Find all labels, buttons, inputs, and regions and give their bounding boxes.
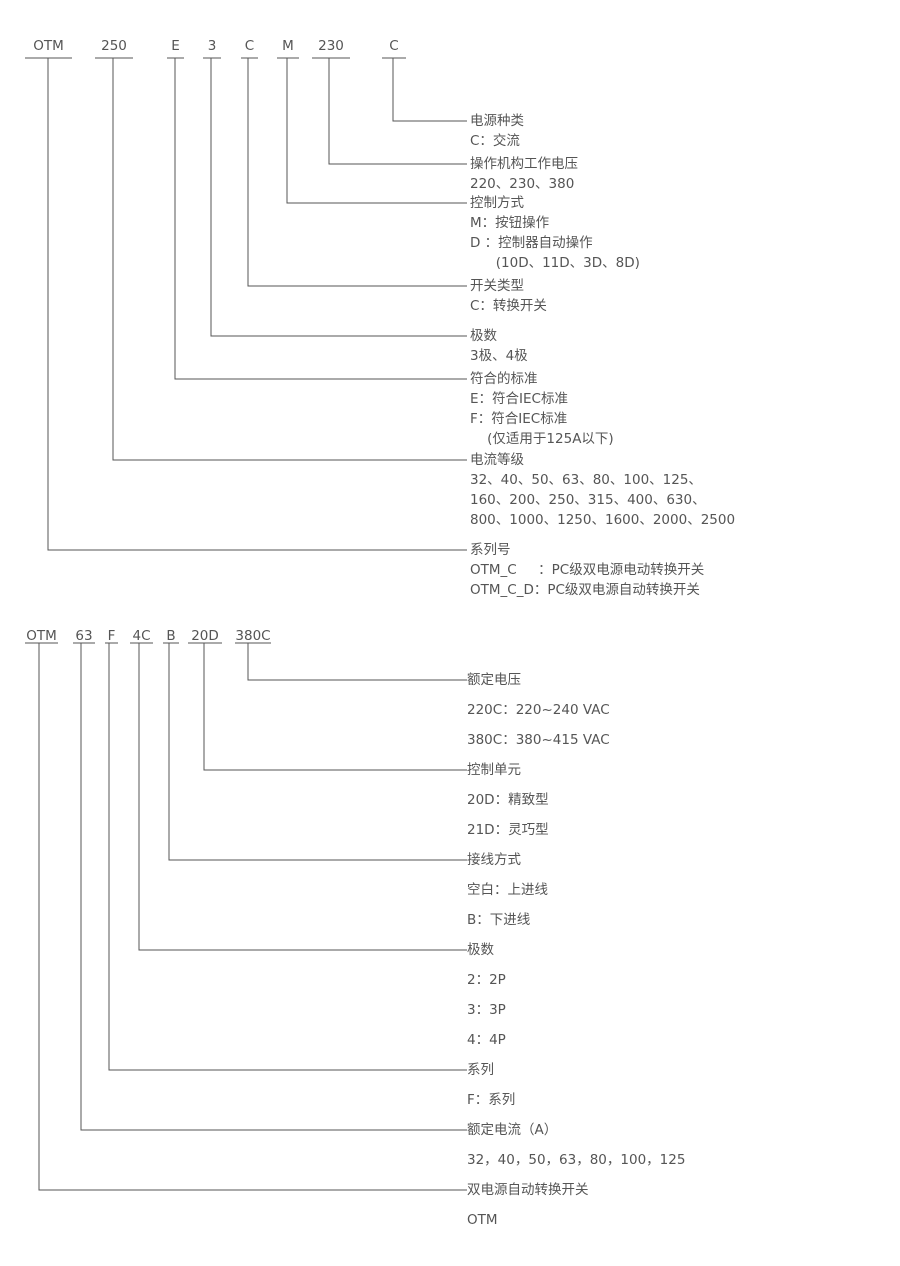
diagram2-field-title: 极数 bbox=[467, 942, 494, 958]
diagram2-leader-line bbox=[38, 643, 467, 1191]
diagram1-leader-line bbox=[286, 58, 467, 204]
diagram2-field-title: 额定电流（A） bbox=[467, 1122, 558, 1138]
diagram1-field-option: M：按钮操作 bbox=[470, 215, 550, 231]
diagram2-field-option: 4：4P bbox=[467, 1032, 506, 1048]
diagram2-code-4: B bbox=[166, 628, 176, 644]
diagram1-field-option: OTM_C ：PC级双电源电动转换开关 bbox=[470, 562, 705, 578]
diagram1-code-7: C bbox=[389, 38, 399, 54]
diagram2-field-option: 21D：灵巧型 bbox=[467, 822, 549, 838]
diagram2-field-option: 380C：380~415 VAC bbox=[467, 732, 610, 748]
diagram2-leader-line bbox=[138, 643, 467, 951]
diagram2-field-title: 系列 bbox=[467, 1062, 494, 1078]
diagram2-leader-line bbox=[80, 643, 467, 1131]
diagram2-code-2: F bbox=[107, 628, 116, 644]
diagram2-field-title: 额定电压 bbox=[467, 672, 521, 688]
diagram1-code-0: OTM bbox=[33, 38, 64, 54]
diagram1-leader-line bbox=[392, 58, 467, 122]
diagram2-code-6: 380C bbox=[235, 628, 271, 644]
diagram1-field-title: 控制方式 bbox=[470, 195, 524, 211]
diagram1-code-1: 250 bbox=[101, 38, 127, 54]
diagram1-leader-line bbox=[112, 58, 467, 461]
diagram2-code-0: OTM bbox=[26, 628, 57, 644]
diagram2-leader-line bbox=[247, 643, 467, 681]
diagram2-field-option: 3：3P bbox=[467, 1002, 506, 1018]
diagram1-field-title: 符合的标准 bbox=[470, 371, 538, 387]
diagram1-field-title: 极数 bbox=[470, 328, 497, 344]
diagram1-field-option: 800、1000、1250、1600、2000、2500 bbox=[470, 512, 736, 528]
diagram2-leader-line bbox=[108, 643, 467, 1071]
diagram1-code-2: E bbox=[171, 38, 180, 54]
diagram2-field-option: 220C：220~240 VAC bbox=[467, 702, 610, 718]
diagram1-field-option: 32、40、50、63、80、100、125、 bbox=[470, 472, 702, 488]
diagram1-field-title: 开关类型 bbox=[470, 278, 524, 294]
diagram2-code-3: 4C bbox=[132, 628, 151, 644]
diagram2-field-option: 32，40，50，63，80，100，125 bbox=[467, 1152, 686, 1168]
diagram2-field-option: 20D：精致型 bbox=[467, 792, 549, 808]
diagram2-code-1: 63 bbox=[75, 628, 93, 644]
diagram1-code-4: C bbox=[244, 38, 255, 54]
diagram2-field-title: 接线方式 bbox=[467, 852, 521, 868]
diagram1-field-option: (10D、11D、3D、8D) bbox=[470, 255, 640, 271]
diagram1-leader-line bbox=[174, 58, 467, 380]
diagram1-leader-line bbox=[247, 58, 467, 287]
diagram2-field-option: 2：2P bbox=[467, 972, 506, 988]
diagram1-field-title: 系列号 bbox=[470, 542, 511, 558]
diagram1-field-option: 220、230、380 bbox=[470, 176, 575, 192]
diagram1-field-option: 3极、4极 bbox=[470, 348, 528, 364]
diagram2-field-option: OTM bbox=[467, 1212, 498, 1228]
diagram1-field-option: D ：控制器自动操作 bbox=[470, 235, 593, 251]
diagram2-leader-line bbox=[168, 643, 467, 861]
diagram1-leader-line bbox=[210, 58, 467, 337]
diagram2-code-5: 20D bbox=[191, 628, 219, 644]
diagram1-field-option: C：交流 bbox=[470, 133, 520, 149]
diagram2-field-option: B：下进线 bbox=[467, 912, 531, 928]
diagram2-field-option: 空白：上进线 bbox=[467, 882, 548, 898]
diagram2-leader-line bbox=[203, 643, 467, 771]
diagram1-field-title: 操作机构工作电压 bbox=[470, 156, 578, 172]
diagram1-field-option: 160、200、250、315、400、630、 bbox=[470, 492, 706, 508]
diagram1-field-option: E：符合IEC标准 bbox=[470, 391, 568, 407]
diagram1-field-option: OTM_C_D：PC级双电源自动转换开关 bbox=[470, 582, 700, 598]
diagram1-code-6: 230 bbox=[318, 38, 344, 54]
diagram1-code-5: M bbox=[282, 38, 294, 54]
diagram1-code-3: 3 bbox=[207, 38, 217, 54]
diagram1-leader-line bbox=[47, 58, 467, 551]
diagram2-field-title: 控制单元 bbox=[467, 762, 521, 778]
diagram1-field-option: C：转换开关 bbox=[470, 298, 547, 314]
diagram2-field-title: 双电源自动转换开关 bbox=[467, 1182, 589, 1198]
diagram1-field-title: 电流等级 bbox=[470, 452, 524, 468]
diagram1-field-option: F：符合IEC标准 bbox=[470, 411, 568, 427]
diagram1-field-title: 电源种类 bbox=[470, 113, 524, 129]
diagram1-field-option: (仅适用于125A以下) bbox=[470, 431, 614, 447]
diagram2-field-option: F：系列 bbox=[467, 1092, 516, 1108]
diagram1-leader-line bbox=[328, 58, 467, 165]
